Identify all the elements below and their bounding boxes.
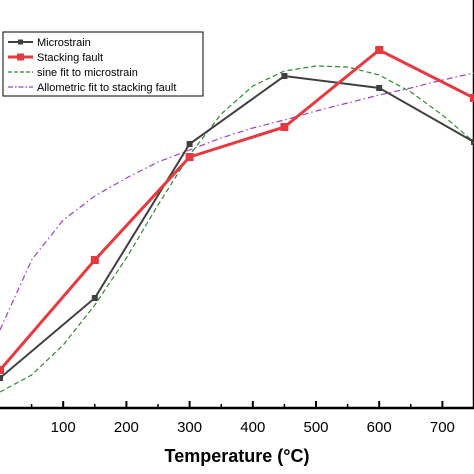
fit-lines bbox=[0, 65, 474, 393]
legend-label-stacking-fault: Stacking fault bbox=[37, 52, 103, 64]
x-tick-label-100: 100 bbox=[51, 419, 76, 436]
x-tick-label-700: 700 bbox=[430, 419, 455, 436]
series-line-allometric-fit-to-stacking-fault bbox=[0, 72, 474, 331]
x-axis-title: Temperature (°C) bbox=[165, 446, 310, 466]
legend-label-sine-fit-to-microstrain: sine fit to microstrain bbox=[37, 67, 138, 79]
point-stacking-fault-5 bbox=[470, 94, 474, 102]
point-stacking-fault-1 bbox=[90, 256, 99, 264]
markers bbox=[0, 46, 474, 381]
x-axis: 100 200 300 400 500 600 700 bbox=[30, 401, 455, 436]
data-lines bbox=[0, 48, 474, 379]
point-microstrain-1 bbox=[91, 295, 98, 301]
series-line-microstrain bbox=[0, 74, 474, 379]
legend-box bbox=[2, 31, 204, 97]
point-microstrain-3 bbox=[281, 73, 288, 79]
point-microstrain-2 bbox=[186, 141, 193, 147]
x-tick-label-500: 500 bbox=[303, 419, 328, 436]
plot-border bbox=[0, 0, 474, 410]
series-line-stacking-fault bbox=[0, 48, 474, 371]
x-tick-label-400: 400 bbox=[240, 419, 265, 436]
x-tick-label-200: 200 bbox=[114, 419, 139, 436]
point-stacking-fault-2 bbox=[185, 153, 194, 161]
legend-marker-stacking-fault bbox=[17, 53, 24, 61]
legend-marker-microstrain bbox=[18, 39, 23, 45]
legend-label-microstrain: Microstrain bbox=[37, 37, 91, 49]
point-microstrain-0 bbox=[0, 375, 3, 381]
legend-label-allometric-fit-to-stacking-fault: Allometric fit to stacking fault bbox=[37, 82, 176, 94]
point-microstrain-4 bbox=[376, 85, 383, 91]
point-stacking-fault-0 bbox=[0, 366, 4, 374]
plot-frame bbox=[0, 0, 474, 410]
point-stacking-fault-3 bbox=[280, 123, 289, 131]
x-tick-label-600: 600 bbox=[367, 419, 392, 436]
point-stacking-fault-4 bbox=[375, 46, 384, 54]
x-tick-label-300: 300 bbox=[177, 419, 202, 436]
series-line-sine-fit-to-microstrain bbox=[0, 65, 474, 393]
legend: Microstrain Stacking fault sine fit to mic… bbox=[2, 31, 204, 97]
point-microstrain-5 bbox=[471, 139, 474, 145]
